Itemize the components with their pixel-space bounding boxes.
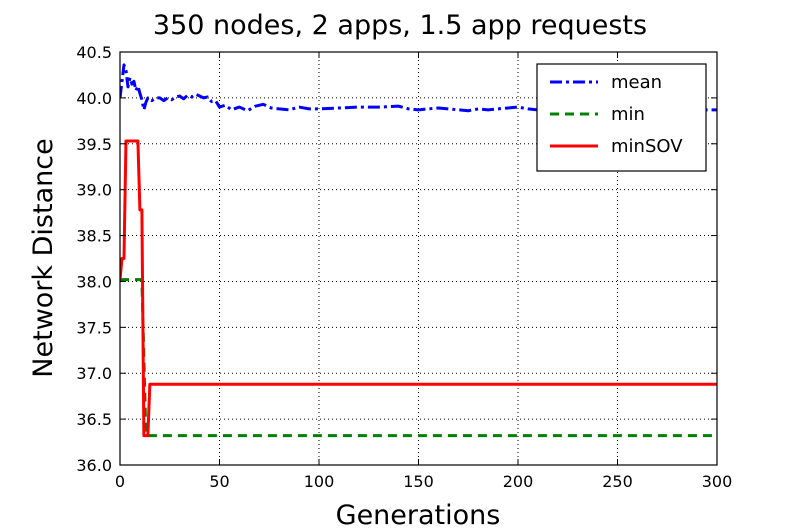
x-tick-label: 50	[209, 472, 229, 491]
y-axis-ticks: 36.0 36.5 37.0 37.5 38.0 38.5 39.0 39.5 40.0 40.5	[76, 43, 717, 475]
y-tick-label: 36.5	[76, 410, 112, 429]
x-tick-label: 300	[702, 472, 733, 491]
legend-label-min: min	[611, 104, 645, 125]
legend-label-mean: mean	[611, 72, 662, 93]
y-tick-label: 39.5	[76, 135, 112, 154]
x-axis-label: Generations	[336, 500, 501, 531]
grid-lines	[120, 52, 717, 465]
chart-title: 350 nodes, 2 apps, 1.5 app requests	[153, 10, 647, 41]
y-tick-label: 39.0	[76, 181, 112, 200]
series-group	[120, 63, 717, 438]
y-tick-label: 40.0	[76, 89, 112, 108]
y-tick-label: 38.5	[76, 227, 112, 246]
y-tick-label: 37.5	[76, 318, 112, 337]
series-line-mean	[120, 63, 717, 113]
y-tick-label: 36.0	[76, 456, 112, 475]
series-line-min	[120, 278, 717, 438]
legend-frame	[536, 63, 707, 172]
y-tick-label: 40.5	[76, 43, 112, 62]
x-tick-label: 150	[403, 472, 434, 491]
x-tick-label: 250	[602, 472, 633, 491]
series-line-minsov	[120, 139, 717, 438]
x-axis-ticks: 0 50 100 150 200 250 300	[115, 52, 732, 491]
y-tick-label: 37.0	[76, 364, 112, 383]
x-tick-label: 200	[503, 472, 534, 491]
legend-label-minsov: minSOV	[611, 136, 683, 157]
y-axis-label: Network Distance	[28, 138, 59, 377]
legend: mean min minSOV	[536, 63, 707, 172]
x-tick-label: 0	[115, 472, 125, 491]
x-tick-label: 100	[304, 472, 335, 491]
y-tick-label: 38.0	[76, 272, 112, 291]
